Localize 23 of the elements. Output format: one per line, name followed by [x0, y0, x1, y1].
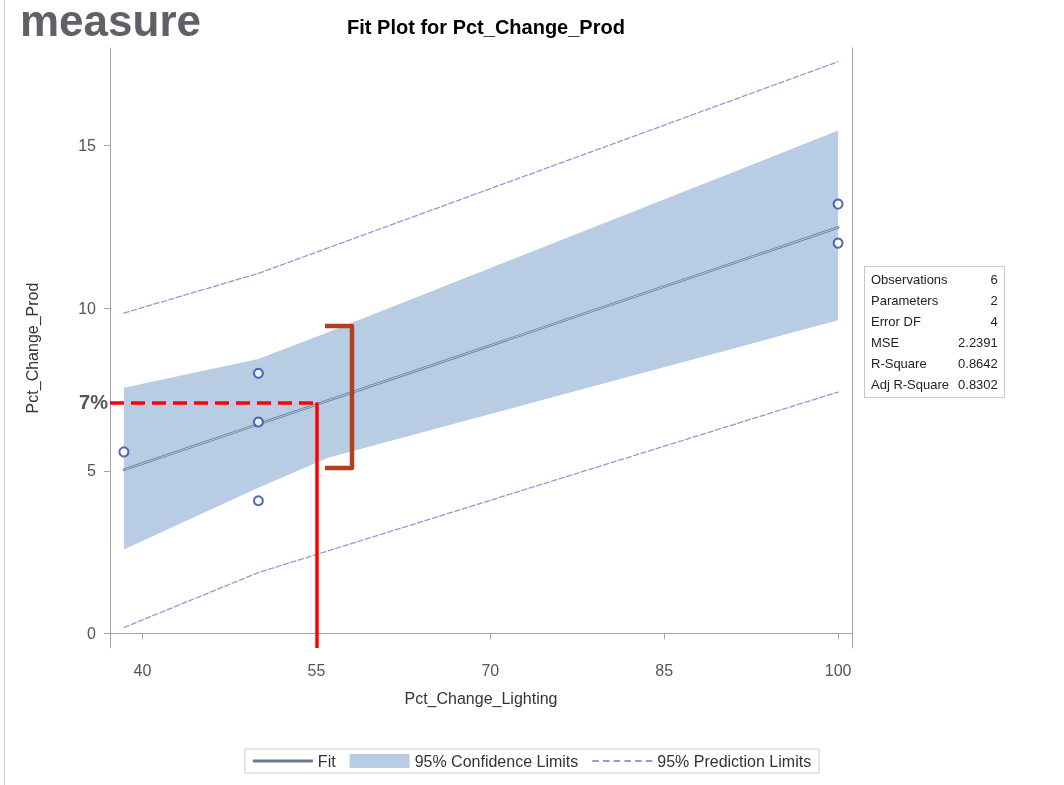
- y-tick-label: 15: [78, 137, 97, 155]
- chart-title: Fit Plot for Pct_Change_Prod: [347, 16, 625, 38]
- text: MSE 2.2391: [871, 335, 998, 350]
- text: Observations 6: [871, 272, 998, 287]
- x-tick-label: 40: [133, 661, 152, 679]
- legend-label: Fit: [317, 752, 337, 770]
- legend-label: 95% Confidence Limits: [414, 752, 579, 770]
- y-tick-label: 0: [87, 624, 97, 642]
- text: Error DF 4: [871, 314, 998, 329]
- y-tick-label: 5: [87, 462, 97, 480]
- legend-label: 95% Prediction Limits: [657, 752, 812, 770]
- x-tick-label: 55: [307, 661, 326, 679]
- y-axis-title: Pct_Change_Prod: [23, 282, 42, 414]
- y-tick-label: 10: [78, 299, 97, 317]
- x-tick-label: 85: [655, 661, 674, 679]
- x-tick-label: 70: [481, 661, 500, 679]
- text: Parameters 2: [871, 293, 998, 308]
- text: Adj R-Square 0.8302: [870, 376, 999, 394]
- x-tick-label: 100: [824, 661, 852, 679]
- ref-line-label: 7%: [79, 391, 109, 414]
- text: measure: [20, 0, 202, 46]
- text: R-Square 0.8642: [871, 356, 998, 371]
- x-axis-title: Pct_Change_Lighting: [404, 689, 558, 708]
